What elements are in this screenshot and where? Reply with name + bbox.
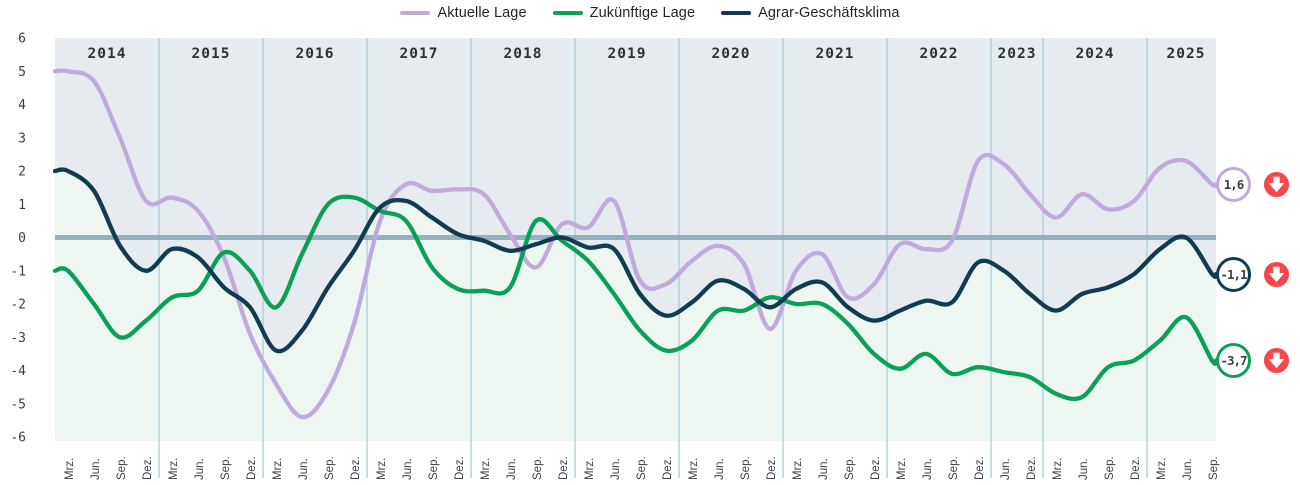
y-tick-label: -2 <box>10 298 26 313</box>
legend-label: Zukünftige Lage <box>589 5 696 21</box>
y-tick-label: -5 <box>10 397 26 412</box>
x-tick-label: Sep. <box>948 456 960 480</box>
year-label: 2015 <box>192 46 231 62</box>
trend-arrow-down-circle-icon <box>1263 261 1290 288</box>
x-tick-label: Jun. <box>298 458 310 480</box>
x-tick-label: Dez. <box>246 456 258 480</box>
legend-label: Agrar-Geschäftsklima <box>758 5 900 21</box>
y-tick-label: -6 <box>10 431 26 446</box>
year-label: 2024 <box>1076 46 1115 62</box>
year-label: 2025 <box>1167 46 1206 62</box>
x-tick-label: Mrz. <box>272 458 284 480</box>
legend-item-agrar-geschaeftsklima[interactable]: Agrar-Geschäftsklima <box>721 5 899 21</box>
x-tick-label: Dez. <box>558 456 570 480</box>
y-tick-label: 1 <box>18 198 26 213</box>
value-label: 1,6 <box>1223 176 1245 192</box>
value-label: -3,7 <box>1220 353 1247 369</box>
plot-background-below <box>55 169 1216 441</box>
y-tick-label: -1 <box>10 264 26 279</box>
legend-item-zukuenftige-lage[interactable]: Zukünftige Lage <box>552 5 696 21</box>
x-tick-label: Dez. <box>766 456 778 480</box>
year-label: 2018 <box>504 46 543 62</box>
legend-swatch-agrar-geschaeftsklima <box>721 10 752 16</box>
x-tick-label: Dez. <box>350 456 362 480</box>
x-tick-label: Jun. <box>1182 458 1194 480</box>
y-tick-label: 4 <box>18 98 26 113</box>
trend-arrow-down-circle-icon <box>1263 347 1290 374</box>
year-label: 2019 <box>608 46 647 62</box>
x-tick-label: Jun. <box>818 458 830 480</box>
x-tick-label: Mrz. <box>584 458 596 480</box>
x-tick-label: Sep. <box>844 456 856 480</box>
trend-arrow-down-circle-icon <box>1263 171 1290 198</box>
x-tick-label: Sep. <box>740 456 752 480</box>
x-tick-label: Dez. <box>454 456 466 480</box>
y-tick-label: 5 <box>18 65 26 80</box>
x-tick-label: Jun. <box>194 458 206 480</box>
x-tick-label: Jun. <box>506 458 518 480</box>
x-tick-label: Mrz. <box>1156 458 1168 480</box>
x-tick-label: Mrz. <box>480 458 492 480</box>
y-tick-label: 6 <box>18 32 26 47</box>
x-tick-label: Dez. <box>974 456 986 480</box>
year-label: 2014 <box>88 46 127 62</box>
x-tick-label: Mrz. <box>896 458 908 480</box>
legend-swatch-aktuelle-lage <box>400 10 431 16</box>
x-tick-label: Sep. <box>532 456 544 480</box>
value-bubble-zukuenftige-lage: -3,7 <box>1216 343 1251 379</box>
x-tick-label: Sep. <box>636 456 648 480</box>
x-tick-label: Jun. <box>922 458 934 480</box>
x-tick-label: Sep. <box>1208 456 1220 480</box>
x-tick-label: Dez. <box>1026 456 1038 480</box>
legend-label: Aktuelle Lage <box>437 5 527 21</box>
x-tick-label: Sep. <box>324 456 336 480</box>
year-label: 2016 <box>296 46 335 62</box>
chart-legend: Aktuelle Lage Zukünftige Lage Agrar-Gesc… <box>0 5 1300 21</box>
x-tick-label: Mrz. <box>1052 458 1064 480</box>
x-tick-label: Mrz. <box>688 458 700 480</box>
x-tick-label: Jun. <box>714 458 726 480</box>
series-line-zuk-nftige-lage <box>52 194 1219 402</box>
x-tick-label: Dez. <box>662 456 674 480</box>
x-tick-label: Jun. <box>402 458 414 480</box>
legend-item-aktuelle-lage[interactable]: Aktuelle Lage <box>400 5 527 21</box>
x-tick-label: Jun. <box>610 458 622 480</box>
x-tick-label: Mrz. <box>792 458 804 480</box>
x-tick-label: Sep. <box>220 456 232 480</box>
value-bubble-agrar-geschaeftsklima: -1,1 <box>1216 256 1251 292</box>
value-bubble-aktuelle-lage: 1,6 <box>1216 166 1251 202</box>
x-tick-label: Sep. <box>116 456 128 480</box>
y-tick-label: 3 <box>18 131 26 146</box>
legend-swatch-zukuenftige-lage <box>552 10 583 16</box>
x-tick-label: Mrz. <box>168 458 180 480</box>
x-tick-label: Jun. <box>1078 458 1090 480</box>
year-label: 2020 <box>712 46 751 62</box>
x-tick-label: Sep. <box>1104 456 1116 480</box>
x-tick-label: Jun. <box>1000 458 1012 480</box>
year-label: 2022 <box>920 46 959 62</box>
x-tick-label: Mrz. <box>64 458 76 480</box>
y-tick-label: -4 <box>10 364 26 379</box>
value-label: -1,1 <box>1220 266 1247 282</box>
x-tick-label: Dez. <box>1130 456 1142 480</box>
year-label: 2023 <box>998 46 1037 62</box>
y-tick-label: 0 <box>18 231 26 246</box>
y-tick-label: 2 <box>18 165 26 180</box>
series-line-aktuelle-lage <box>52 68 1219 420</box>
y-tick-label: -3 <box>10 331 26 346</box>
x-tick-label: Dez. <box>870 456 882 480</box>
x-tick-label: Mrz. <box>376 458 388 480</box>
year-label: 2017 <box>400 46 439 62</box>
year-label: 2021 <box>816 46 855 62</box>
x-tick-label: Sep. <box>428 456 440 480</box>
x-tick-label: Jun. <box>90 458 102 480</box>
series-line-agrar-gesch-ftsklima <box>52 167 1219 354</box>
x-tick-label: Dez. <box>142 456 154 480</box>
